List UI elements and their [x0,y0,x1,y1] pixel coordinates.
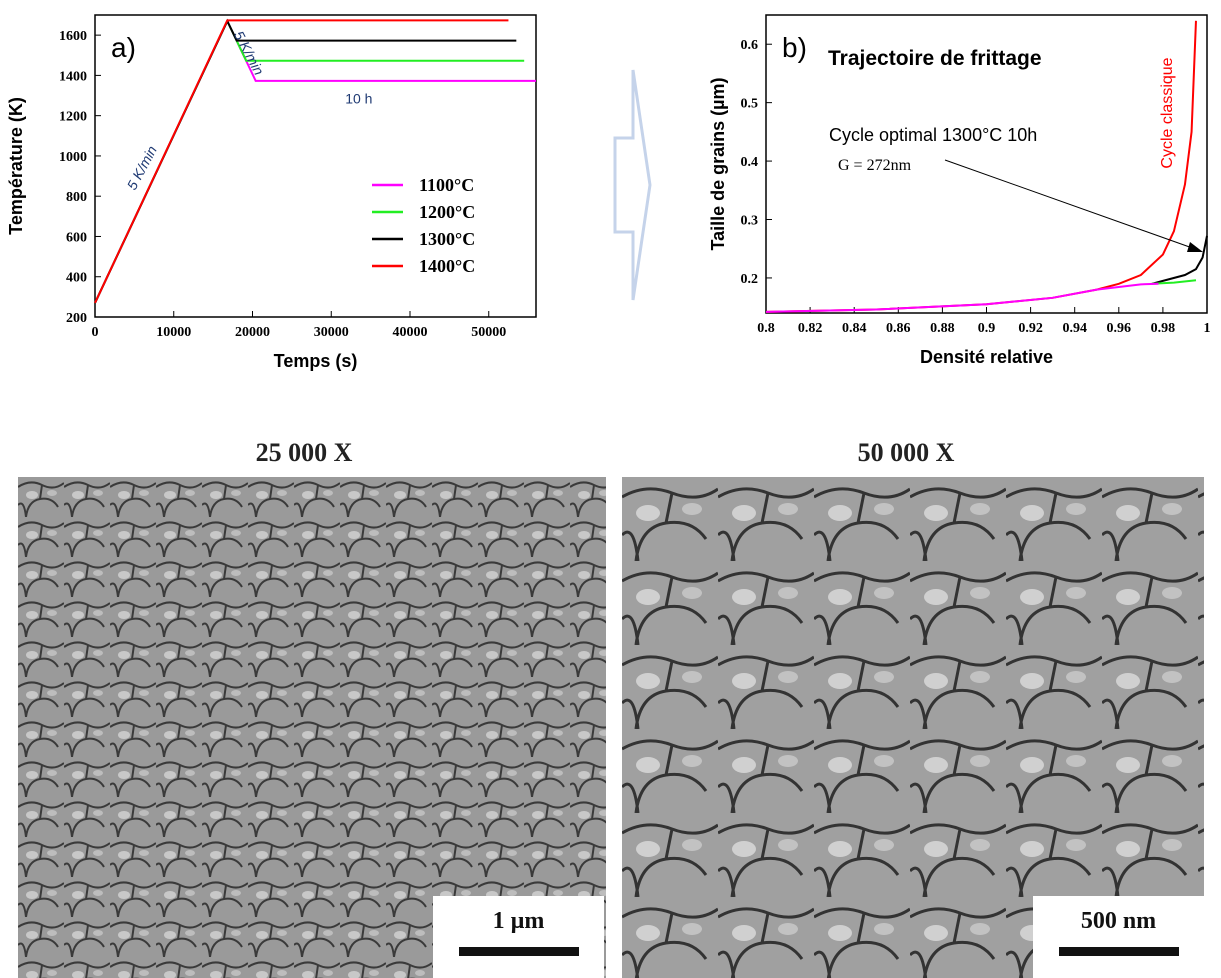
chart-b-y-axis-label: Taille de grains (µm) [708,77,728,250]
chart-b-y-tick-label: 0.3 [741,214,759,229]
chart-b-y-tick-label: 0.2 [741,272,759,287]
chart-a-x-tick-label: 10000 [156,325,191,340]
chart-b-annotation-optimal: Cycle optimal 1300°C 10h [829,125,1037,145]
chart-b-series-line [1151,279,1197,285]
chart-a-panel-label: a) [111,32,136,63]
chart-a-x-axis-label: Temps (s) [274,351,358,371]
chart-a-y-tick-label: 1200 [59,110,87,125]
chart-b-x-tick-label: 0.84 [842,321,867,336]
chart-b-annotation-grain-size: G = 272nm [838,157,912,174]
chart-a-y-tick-label: 1000 [59,150,87,165]
chart-b-title: Trajectoire de frittage [828,47,1042,70]
sem-image-right: 500 nm [622,477,1204,978]
chart-a-x-tick-label: 0 [92,325,99,340]
sem-texture-right [622,477,1204,978]
chart-b-x-tick-label: 0.8 [757,321,775,336]
chart-a-y-tick-label: 1400 [59,69,87,84]
chart-b-x-tick-label: 0.98 [1151,321,1176,336]
chart-a-legend-label: 1200°C [419,202,475,222]
chart-a-plot-frame [94,14,537,318]
chart-b-annotation-arrow-line [944,159,1199,251]
chart-b-panel-label: b) [782,32,807,63]
sem-image-left: 1 µm [18,477,606,978]
chart-a-legend-label: 1300°C [419,229,475,249]
chart-a-y-tick-label: 400 [66,271,87,286]
chart-a-x-tick-label: 30000 [314,325,349,340]
chart-a-legend-label: 1100°C [419,175,474,195]
chart-b-x-tick-label: 0.82 [798,321,823,336]
chart-a-x-tick-label: 20000 [235,325,270,340]
figure-charts: 0 10000 20000 30000 40000 5000020040060080010… [6,14,1211,371]
chart-a-annotation-cool-rate: 5 K/min [231,28,268,78]
chart-a-x-tick-label: 40000 [393,325,428,340]
chart-a-annotation-hold-time: 10 h [345,91,372,107]
chart-b-series-line [765,282,1159,313]
chart-b-x-tick-label: 0.96 [1107,321,1132,336]
scalebar-left: 1 µm [433,896,604,978]
chart-a-y-tick-label: 1600 [59,29,87,44]
chart-a-series-line [94,19,509,304]
scalebar-right: 500 nm [1033,896,1204,978]
chart-b-y-tick-label: 0.4 [741,155,759,170]
chart-b-x-tick-label: 0.86 [886,321,911,336]
chart-b-x-tick-label: 1 [1204,321,1211,336]
sem-texture-left [18,477,606,978]
scalebar-left-label: 1 µm [492,908,545,934]
chart-a-y-tick-label: 800 [66,190,87,205]
chart-b-x-tick-label: 0.94 [1062,321,1087,336]
chart-a-y-tick-label: 200 [66,311,87,326]
chart-b-annotation-arrowhead [1187,242,1203,252]
scalebar-right-line [1059,947,1179,956]
sem-left-title: 25 000 X [255,438,353,467]
chart-b-x-tick-label: 0.92 [1018,321,1043,336]
arrow-icon [613,69,652,301]
sem-right-title: 50 000 X [857,438,955,467]
chart-b-y-tick-label: 0.6 [741,38,759,53]
chart-a-y-tick-label: 600 [66,230,87,245]
chart-a-y-axis-label: Température (K) [6,97,26,235]
chart-a-annotation-heat-rate: 5 K/min [124,143,161,193]
chart-a-legend-label: 1400°C [419,256,475,276]
chart-b-y-tick-label: 0.5 [741,97,759,112]
chart-b-series-line [1151,235,1208,285]
scalebar-right-label: 500 nm [1080,908,1157,934]
chart-b-x-tick-label: 0.88 [930,321,955,336]
chart-a-x-tick-label: 50000 [471,325,506,340]
chart-b-curve-label: Cycle classique [1159,57,1176,168]
scalebar-left-line [459,947,579,956]
chart-b-x-axis-label: Densité relative [920,347,1053,367]
chart-b-x-tick-label: 0.9 [978,321,996,336]
